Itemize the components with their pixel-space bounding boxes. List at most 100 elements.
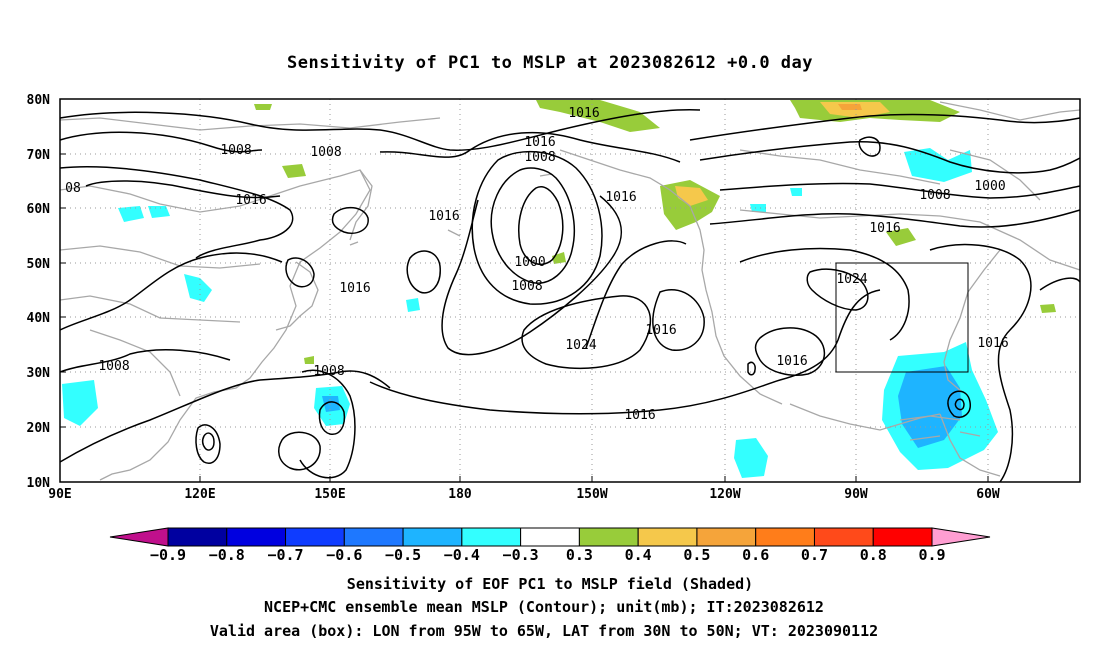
contour-label: 1016 [339,281,370,296]
contour-line [719,182,1081,199]
contour-label: 1008 [220,143,251,158]
colorbar-tick-label: 0.3 [566,546,593,564]
caption-line-3: Valid area (box): LON from 95W to 65W, L… [210,622,878,640]
contour-line [285,257,315,288]
colorbar-segment [755,527,815,547]
positive-shade-patch [886,228,916,246]
contour-line [277,431,321,471]
contour-label: 1008 [511,279,542,294]
lon-tick-label: 180 [448,487,472,502]
canada-interior [739,149,941,185]
negative-shade-patch [322,396,340,412]
colorbar-segment [343,527,404,547]
contour-line [85,180,281,199]
lon-tick-label: 150E [314,487,345,502]
kamchatka-coastline [349,169,373,241]
alaska-coastline [559,149,783,405]
japan-coastline [275,261,319,331]
contour-line [652,289,705,351]
lat-tick-label: 60N [27,202,51,217]
caribbean-islands [899,415,981,441]
contour-line [59,131,263,153]
lat-tick-label: 20N [27,421,51,436]
longitude-axis: 90E 120E 150E 180 150W 120W 90W 60W [48,476,1000,502]
colorbar-segment [402,527,463,547]
contour-label: 1000 [974,179,1005,194]
colorbar-tick-label: −0.9 [150,546,186,564]
lat-tick-label: 80N [27,93,51,108]
colorbar-tick-label: −0.4 [444,546,480,564]
contour-label: 1016 [524,135,555,150]
colorbar-labels: −0.9 −0.8 −0.7 −0.6 −0.5 −0.4 −0.3 0.3 0.4 0.5 0.6… [150,546,946,564]
negative-shade-patch [750,204,766,212]
contour-label: 1016 [645,323,676,338]
lon-tick-label: 60W [976,487,1000,502]
contour-label: 1016 [235,193,266,208]
negative-shade-patch [790,188,802,196]
mslp-contours [59,108,1081,483]
contour-line [689,113,1081,141]
colorbar-segment [872,527,933,547]
colorbar-low-arrow [109,527,169,547]
contour-label: 1016 [624,408,655,423]
contour-line [929,243,1032,483]
contour-line [954,398,965,411]
contour-label: 1016 [977,336,1008,351]
negative-shade-patch [406,298,420,312]
colorbar-segment [285,527,345,547]
asia-interior-lines [59,245,261,397]
colorbar-tick-label: 0.7 [801,546,828,564]
contour-line [806,268,869,311]
negative-shade-patch [184,274,212,302]
lat-tick-label: 10N [27,476,51,491]
colorbar-segment [461,527,522,547]
lat-tick-label: 30N [27,366,51,381]
colorbar-segment [578,527,639,547]
contour-label: 1000 [514,255,545,270]
sensitivity-shading [62,100,1056,478]
contour-line [331,206,369,234]
lat-tick-label: 70N [27,148,51,163]
contour-line [59,348,231,373]
contour-line [59,108,701,151]
colorbar-tick-label: 0.9 [918,546,945,564]
positive-shade-patch [254,104,272,110]
arctic-coastline [59,117,441,131]
colorbar-tick-label: 0.4 [625,546,652,564]
negative-shade-patch [148,206,170,218]
caption-line-1: Sensitivity of EOF PC1 to MSLP field (Sh… [347,575,753,593]
map-frame [59,98,1081,483]
contour-line [369,289,881,415]
contour-label: 08 [65,181,81,196]
negative-shade-patch [118,206,144,222]
asia-coastline [59,169,371,481]
contour-line [521,295,651,370]
lon-tick-label: 90E [48,487,71,502]
contour-line [947,390,971,418]
colorbar-tick-label: 0.6 [742,546,769,564]
land-outlines [59,101,1081,481]
contour-line [490,167,575,284]
colorbar-segments [167,527,933,547]
colorbar-segment [167,527,228,547]
contour-label: 1024 [836,272,867,287]
caption-line-2: NCEP+CMC ensemble mean MSLP (Contour); u… [264,598,824,616]
contour-line [747,361,756,376]
contour-line [59,370,391,463]
colorbar-high-arrow [931,527,991,547]
colorbar-segment [226,527,287,547]
north-america-east-coast [943,249,1001,393]
contour-label: 1008 [310,145,341,160]
negative-shade-patch [904,148,972,182]
central-america-coast [939,413,1001,477]
positive-shade-patch [304,356,314,364]
contour-line [739,247,910,341]
colorbar-tick-label: −0.7 [267,546,303,564]
contour-labels: 1016 1016 1008 1008 1008 08 1016 1016 10… [65,106,1008,423]
contour-line [471,150,603,305]
lat-tick-label: 40N [27,311,51,326]
contour-line [195,424,221,464]
positive-shade-patch [536,100,660,132]
greenland-coast [939,101,1081,201]
contour-line [441,195,623,356]
